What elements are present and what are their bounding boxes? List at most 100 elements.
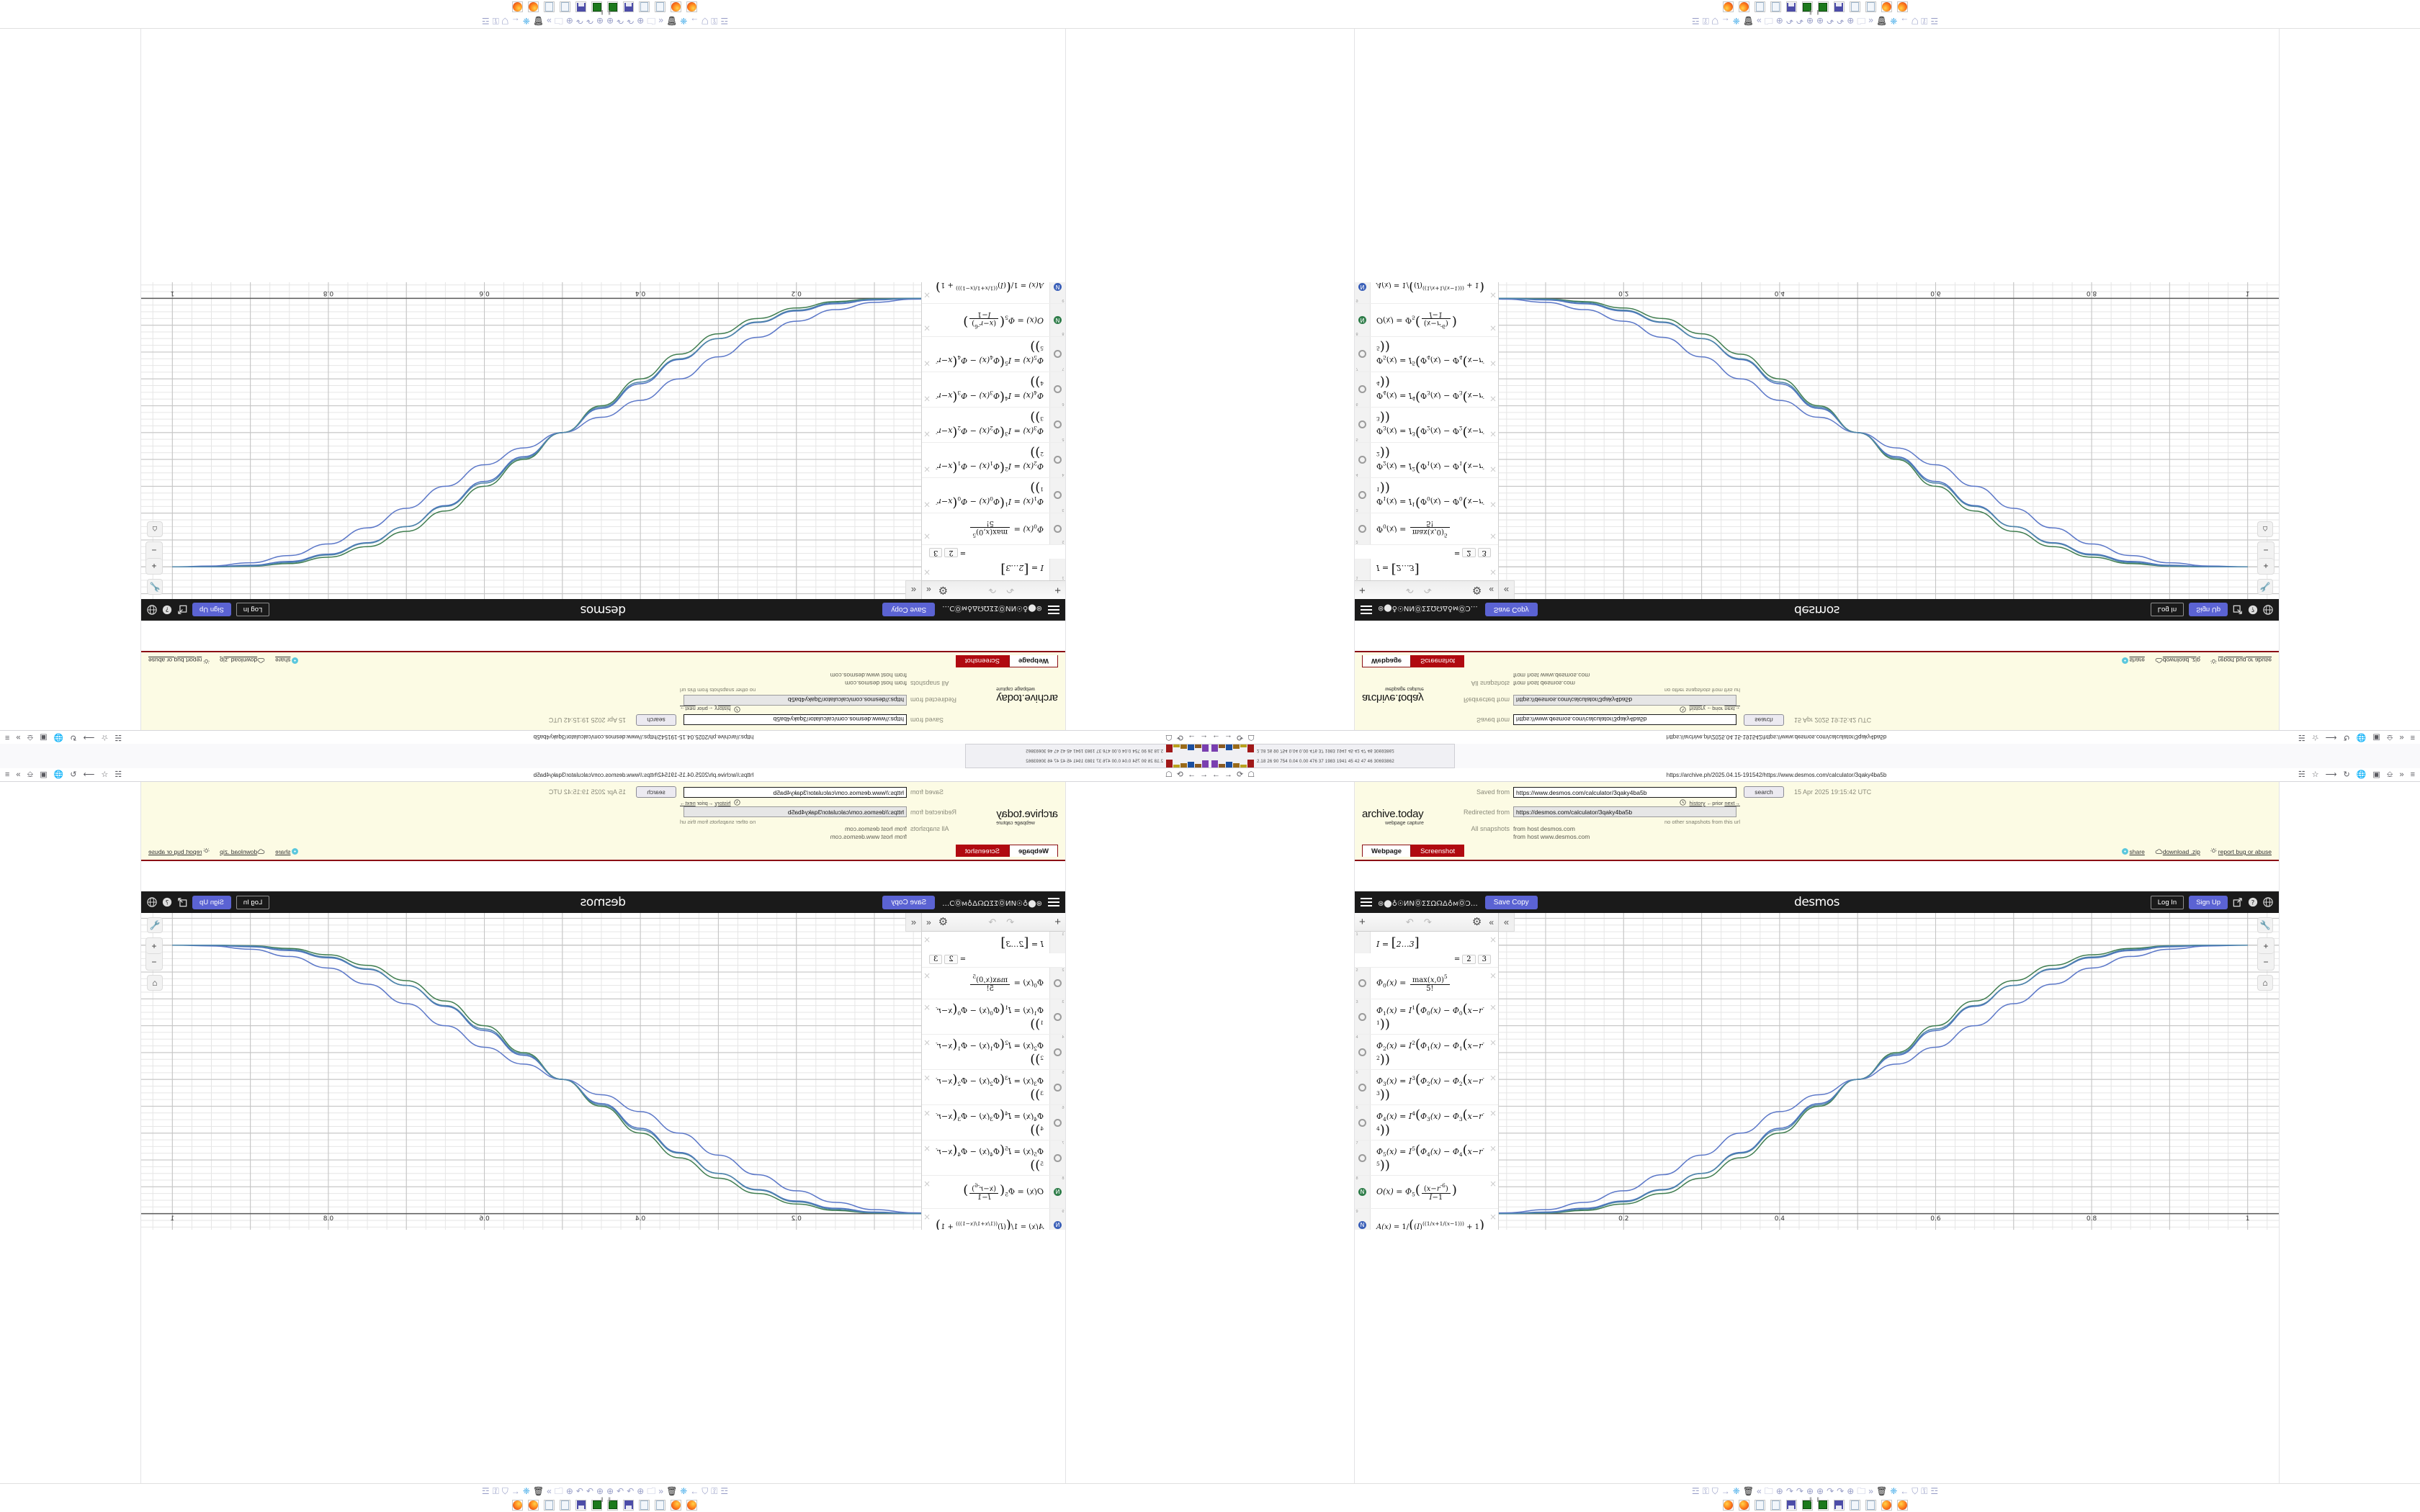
download-zip-link[interactable]: download .zip bbox=[2155, 657, 2200, 664]
result-chip[interactable]: 3 bbox=[1477, 955, 1491, 964]
globe-icon[interactable]: ⊕ bbox=[1847, 1485, 1855, 1496]
host-link-1[interactable]: from host desmos.com bbox=[1513, 680, 1575, 687]
search-button[interactable]: search bbox=[636, 714, 676, 726]
redo-icon[interactable]: ↷ bbox=[988, 585, 997, 596]
expression-content[interactable]: Φ3(x) = I3(Φ2(x) − Φ2(x−r-3)) × bbox=[1371, 1070, 1498, 1104]
reload-icon[interactable]: ⟳ bbox=[1237, 770, 1244, 779]
firefox-icon[interactable] bbox=[512, 1, 524, 13]
host-link-2[interactable]: from host www.desmos.com bbox=[1513, 672, 1590, 679]
shield-icon[interactable]: ⛉ bbox=[1912, 16, 1919, 27]
expression-row[interactable]: 3 Φ1(x) = I1(Φ0(x) − Φ0(x−r-1)) × bbox=[1355, 999, 1498, 1035]
plot-toggle-circle[interactable] bbox=[1054, 1012, 1062, 1021]
expression-row[interactable]: 3 Φ1(x) = I1(Φ0(x) − Φ0(x−r-1)) × bbox=[922, 477, 1065, 513]
result-chip[interactable]: 3 bbox=[1477, 548, 1491, 557]
firefox-bolt-icon[interactable]: ❈ bbox=[522, 16, 530, 27]
all-snapshots-hosts[interactable]: from host desmos.com from host www.desmo… bbox=[1513, 825, 1590, 841]
language-globe-icon[interactable] bbox=[147, 605, 157, 615]
row-gutter[interactable]: 9 bbox=[1355, 282, 1371, 303]
firefox-window[interactable]: 2.18 26 90 754 0.04 0.00 476 37 1983 194… bbox=[0, 0, 1210, 756]
row-gutter[interactable]: 4 bbox=[1355, 443, 1371, 477]
expression-list[interactable]: + ↶ ↷ ⚙ « bbox=[141, 282, 1065, 599]
delete-expression-icon[interactable]: × bbox=[923, 394, 931, 404]
collapse-chevron-icon[interactable]: « bbox=[1499, 580, 1515, 599]
graph-tools[interactable]: 🔧 + − ⌂ bbox=[2257, 521, 2275, 595]
expression-row[interactable]: 2 Φ0(x) = max(x,0)5 5! × bbox=[922, 968, 1065, 999]
expression-list[interactable]: + ↶ ↷ ⚙ « bbox=[1355, 913, 2279, 1230]
expression-row[interactable]: 2 Φ0(x) = max(x,0)5 5! × bbox=[922, 513, 1065, 544]
delete-expression-icon[interactable]: × bbox=[1489, 1002, 1497, 1012]
home-icon[interactable]: ⌂ bbox=[147, 521, 163, 537]
expression-row[interactable]: 8 O(x) = Φ5((x−r-6)I−1) × bbox=[1355, 1176, 1498, 1209]
chrome-buttons[interactable]: ☵ ☆ ⟶ ↻ 🌐 ▣ ⎒ » ≡ bbox=[2296, 734, 2420, 742]
url-bar[interactable]: ← → ⟳ ☖ https://archive.ph/2025.04.15-19… bbox=[0, 730, 1210, 744]
refresh-icon[interactable]: ↷ bbox=[1837, 16, 1845, 27]
globe-icon[interactable]: ⊕ bbox=[596, 16, 604, 27]
container-tabs-icon[interactable]: 🌐 bbox=[53, 733, 64, 742]
notepad-icon[interactable] bbox=[560, 1499, 571, 1511]
tab-webpage[interactable]: Webpage bbox=[1362, 845, 1412, 857]
archive-tabs[interactable]: Webpage Screenshot bbox=[1362, 845, 1465, 857]
url-bar[interactable]: ← → ⟳ ☖ https://archive.ph/2025.04.15-19… bbox=[1210, 730, 2420, 744]
expression-rows[interactable]: 1 I = [2…3] × bbox=[922, 932, 1065, 1230]
quadrant-bottom-right[interactable]: 2.18 26 90 754 0.04 0.00 476 37 1983 194… bbox=[1210, 756, 2420, 1512]
expression-toolbar[interactable]: + ↶ ↷ ⚙ « bbox=[922, 580, 1065, 599]
folder-icon[interactable]: 🗀 bbox=[1857, 16, 1866, 27]
chevrons-right-icon[interactable]: » bbox=[1868, 1485, 1873, 1496]
home-icon[interactable]: ☖ bbox=[1247, 733, 1255, 742]
expression-rows[interactable]: 1 I = [2…3] × bbox=[1355, 932, 1498, 1230]
desmos-body[interactable]: + ↶ ↷ ⚙ « bbox=[141, 282, 1065, 599]
refresh-icon[interactable]: ↷ bbox=[1796, 16, 1803, 27]
delete-expression-icon[interactable]: × bbox=[1489, 394, 1497, 404]
share-icon[interactable] bbox=[2233, 897, 2243, 907]
row-gutter[interactable]: 6 bbox=[1049, 1105, 1065, 1140]
help-icon[interactable]: ? bbox=[162, 605, 172, 615]
graph-canvas[interactable]: « 🔧 + − ⌂ 0.2 0.4 0.6 0.8 1 bbox=[141, 282, 921, 599]
plot-toggle-circle[interactable] bbox=[1054, 456, 1062, 464]
lock-icon[interactable]: ⚿ bbox=[492, 1485, 499, 1496]
firefox-icon[interactable] bbox=[1722, 1499, 1734, 1511]
expression-content[interactable]: Φ1(x) = I1(Φ0(x) − Φ0(x−r-1)) × bbox=[922, 478, 1049, 513]
log-in-button[interactable]: Log In bbox=[2150, 895, 2184, 909]
desmos-app[interactable]: ⊛⬤♁☉ИNⓄΣΣΩ☊Δ♁мⓄƆ… Save Copy desmos Log I… bbox=[141, 282, 1065, 621]
bookmark-star-icon[interactable]: ☆ bbox=[2311, 733, 2319, 742]
share-icon[interactable] bbox=[177, 605, 187, 615]
chevrons-right-icon[interactable]: » bbox=[547, 1485, 552, 1496]
menu-icon[interactable] bbox=[1048, 898, 1059, 906]
globe-icon[interactable]: ⊕ bbox=[1775, 16, 1783, 27]
sign-up-button[interactable]: Sign Up bbox=[2189, 603, 2228, 617]
sign-up-button[interactable]: Sign Up bbox=[192, 603, 231, 617]
delete-expression-icon[interactable]: × bbox=[923, 464, 931, 474]
firefox-bolt-icon[interactable]: ❈ bbox=[680, 16, 688, 27]
plot-toggle-circle[interactable] bbox=[1358, 1048, 1366, 1056]
delete-expression-icon[interactable]: × bbox=[923, 290, 931, 300]
chevrons-left-icon[interactable]: « bbox=[658, 16, 663, 27]
expression-row[interactable]: 8 O(x) = Φ5((x−r-6)I−1) × bbox=[922, 1176, 1065, 1209]
app-menu-icon[interactable]: ≡ bbox=[5, 733, 10, 742]
quadrant-top-right[interactable]: 2.18 26 90 754 0.04 0.00 476 37 1983 194… bbox=[1210, 0, 2420, 756]
plot-toggle-circle[interactable] bbox=[1054, 1083, 1062, 1092]
collapse-chevron-icon[interactable]: « bbox=[1499, 913, 1515, 932]
folder-icon[interactable]: 🗀 bbox=[554, 1485, 563, 1496]
row-gutter[interactable]: 8 bbox=[1355, 304, 1371, 336]
result-chip[interactable]: 2 bbox=[944, 548, 958, 557]
firefox-window[interactable]: 2.18 26 90 754 0.04 0.00 476 37 1983 194… bbox=[0, 756, 1210, 1512]
history-links[interactable]: history ←prior next→ bbox=[1517, 799, 1740, 806]
wrench-icon[interactable]: 🔧 bbox=[2257, 579, 2273, 595]
tab-screenshot[interactable]: Screenshot bbox=[1411, 845, 1465, 857]
result-chip[interactable]: 3 bbox=[929, 955, 943, 964]
plot-toggle-circle[interactable] bbox=[1054, 385, 1062, 394]
notepad-icon[interactable] bbox=[1754, 1, 1765, 13]
zoom-out-icon[interactable]: − bbox=[151, 545, 157, 555]
plot-toggle-green[interactable] bbox=[1358, 1188, 1366, 1196]
forward-arrow-icon[interactable]: → bbox=[1224, 733, 1232, 742]
expression-content[interactable]: Φ2(x) = I2(Φ1(x) − Φ1(x−r-2)) × bbox=[922, 443, 1049, 477]
plot-toggle-circle[interactable] bbox=[1054, 1153, 1062, 1162]
graph-canvas[interactable]: « 🔧 + − ⌂ 0.2 0.4 0.6 0.8 1 bbox=[1499, 282, 2279, 599]
arrow-left-icon[interactable]: ← bbox=[511, 16, 520, 27]
arrow-right-icon[interactable]: → bbox=[1721, 16, 1730, 27]
reload-icon[interactable]: ⟳ bbox=[1237, 733, 1244, 742]
delete-expression-icon[interactable]: × bbox=[1489, 1038, 1497, 1048]
settings-gear-icon[interactable]: ⚙ bbox=[1471, 916, 1482, 928]
expression-row[interactable]: 9 A(x) = 1/((I)((1/x+1/(x−1))) + 1) × bbox=[1355, 1209, 1498, 1230]
expression-row[interactable]: 6 Φ4(x) = I4(Φ3(x) − Φ3(x−r-4)) × bbox=[1355, 1105, 1498, 1140]
